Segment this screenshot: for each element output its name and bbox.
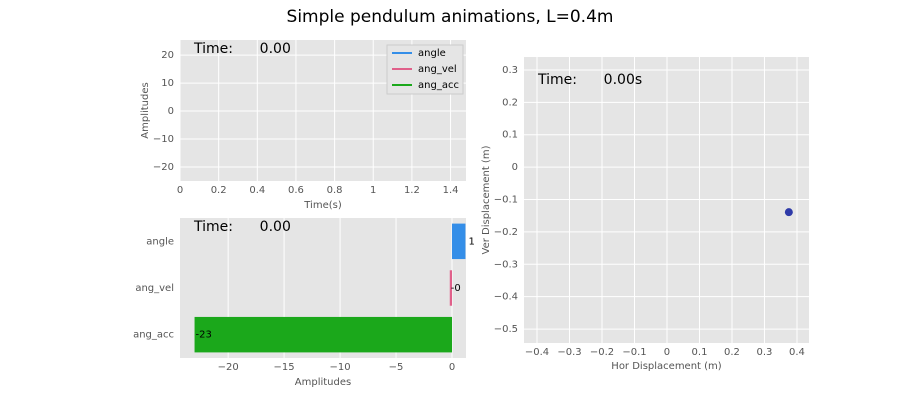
- y-tick-label: −0.3: [494, 259, 518, 270]
- y-tick-label: ang_acc: [133, 330, 174, 341]
- x-tick-label: 1.2: [404, 185, 420, 196]
- bar: [452, 223, 466, 260]
- value-label: -0: [451, 283, 461, 294]
- x-tick-label: 1.4: [443, 185, 459, 196]
- y-axis-label: Ver Displacement (m): [481, 145, 492, 254]
- legend-label: ang_acc: [418, 80, 459, 91]
- y-tick-label: 0.2: [502, 97, 518, 108]
- y-axis-label: Amplitudes: [140, 82, 151, 138]
- bar: [449, 270, 453, 306]
- x-tick-label: 0.3: [757, 347, 773, 358]
- x-tick-label: 0.8: [327, 185, 343, 196]
- x-axis-label: Amplitudes: [295, 377, 351, 388]
- x-tick-label: 0.4: [789, 347, 805, 358]
- x-tick-label: −10: [330, 362, 351, 373]
- x-tick-label: 0: [449, 362, 455, 373]
- y-tick-label: 20: [161, 50, 174, 61]
- annotation: Time: 0.00: [193, 41, 291, 57]
- x-tick-label: −0.2: [590, 347, 614, 358]
- y-tick-label: 0.3: [502, 65, 518, 76]
- x-tick-label: 0.2: [211, 185, 227, 196]
- x-tick-label: −0.1: [622, 347, 646, 358]
- y-tick-label: 0: [168, 106, 174, 117]
- y-tick-label: −0.4: [494, 292, 518, 303]
- figure-title: Simple pendulum animations, L=0.4m: [287, 7, 614, 27]
- x-tick-label: −15: [274, 362, 295, 373]
- x-tick-label: −0.4: [525, 347, 549, 358]
- value-label: 1: [468, 236, 474, 247]
- y-tick-label: −20: [153, 162, 174, 173]
- plot-layer: [784, 208, 793, 217]
- x-tick-label: 0: [177, 185, 183, 196]
- y-tick-label: −10: [153, 134, 174, 145]
- legend-label: ang_vel: [418, 64, 457, 75]
- x-tick-label: −5: [389, 362, 404, 373]
- y-tick-label: −0.1: [494, 195, 518, 206]
- x-tick-label: 0.4: [249, 185, 265, 196]
- x-tick-label: −20: [218, 362, 239, 373]
- x-tick-label: 0: [664, 347, 670, 358]
- annotation: Time: 0.00: [193, 219, 291, 235]
- point: [784, 208, 793, 217]
- y-tick-label: 0.1: [502, 130, 518, 141]
- x-tick-label: 0.2: [724, 347, 740, 358]
- annotation: Time: 0.00s: [537, 72, 642, 88]
- legend-label: angle: [418, 48, 446, 59]
- x-axis-label: Hor Displacement (m): [611, 361, 721, 372]
- bar: [194, 316, 453, 353]
- y-tick-label: −0.2: [494, 227, 518, 238]
- x-tick-label: 1: [370, 185, 376, 196]
- x-tick-label: 0.6: [288, 185, 304, 196]
- y-tick-label: 0: [512, 162, 518, 173]
- x-tick-label: 0.1: [692, 347, 708, 358]
- y-tick-label: 10: [161, 78, 174, 89]
- y-tick-label: ang_vel: [135, 283, 174, 294]
- y-tick-label: −0.5: [494, 324, 518, 335]
- y-tick-label: angle: [146, 236, 174, 247]
- plot-layer: [194, 223, 466, 353]
- x-axis-label: Time(s): [303, 200, 342, 211]
- value-label: -23: [196, 330, 212, 341]
- x-tick-label: −0.3: [557, 347, 581, 358]
